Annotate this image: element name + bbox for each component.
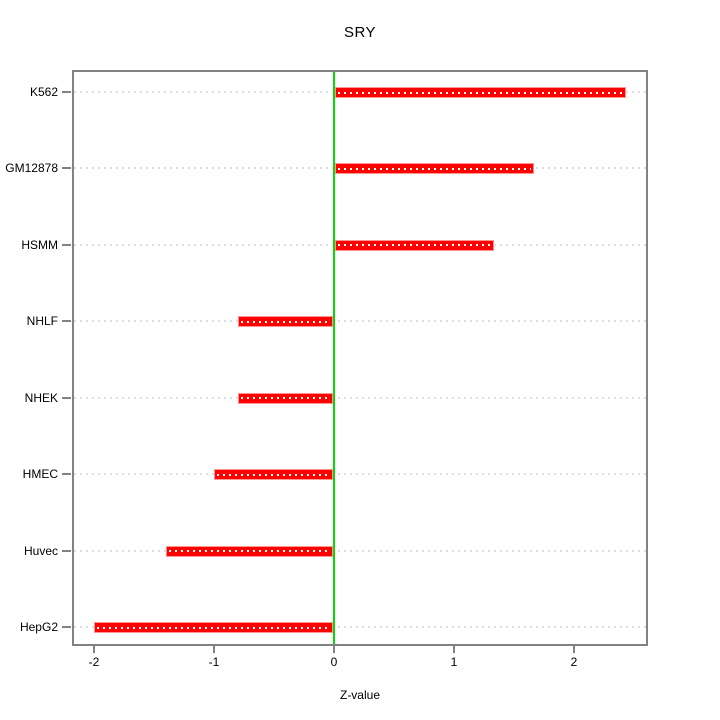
x-axis-tick xyxy=(213,646,215,653)
x-axis-label-1: 1 xyxy=(450,655,458,669)
x-axis-label--1: -1 xyxy=(208,655,220,669)
y-axis-tick xyxy=(62,549,71,552)
y-axis-tick xyxy=(62,396,71,399)
bar-hepg2 xyxy=(94,622,333,633)
bar-nhek xyxy=(238,392,333,404)
y-axis-label-gm12878: GM12878 xyxy=(5,161,58,176)
plot-area xyxy=(72,70,648,646)
y-axis-label-hsmm: HSMM xyxy=(21,237,58,252)
bar-center-dots xyxy=(217,473,330,476)
bar-center-dots xyxy=(169,550,330,553)
bar-center-dots xyxy=(241,397,330,400)
bar-gm12878 xyxy=(335,163,535,175)
y-axis-tick xyxy=(62,626,71,628)
bar-hsmm xyxy=(335,239,494,251)
y-axis-tick xyxy=(62,243,71,246)
bar-nhlf xyxy=(238,316,333,328)
y-axis-label-hmec: HMEC xyxy=(22,467,58,482)
x-axis-label-2: 2 xyxy=(570,655,578,669)
y-axis-tick xyxy=(62,320,71,323)
bar-center-dots xyxy=(97,626,330,629)
gridline xyxy=(74,396,646,399)
y-axis-label-hepg2: HepG2 xyxy=(19,620,58,634)
gridline xyxy=(74,473,646,476)
y-axis-tick xyxy=(62,473,71,476)
bar-center-dots xyxy=(338,167,532,170)
y-axis-label-nhlf: NHLF xyxy=(26,314,58,329)
bar-center-dots xyxy=(338,244,491,247)
bar-center-dots xyxy=(338,91,623,94)
gridline xyxy=(74,626,646,628)
y-axis-tick xyxy=(62,167,71,170)
x-axis-title: Z-value xyxy=(339,688,380,702)
gridline xyxy=(74,549,646,552)
bar-hmec xyxy=(214,469,333,481)
bar-center-dots xyxy=(241,320,330,323)
x-axis-tick xyxy=(93,646,95,653)
x-axis-tick xyxy=(453,646,455,653)
y-axis-label-k562: K562 xyxy=(29,85,58,99)
x-axis-label--2: -2 xyxy=(88,655,100,669)
zero-reference-line xyxy=(333,72,335,644)
x-axis-tick xyxy=(333,646,335,653)
chart-title: SRY xyxy=(343,24,377,41)
x-axis-tick xyxy=(573,646,575,653)
y-axis-tick xyxy=(62,91,71,93)
bar-k562 xyxy=(335,87,626,98)
bar-huvec xyxy=(166,545,333,557)
gridline xyxy=(74,320,646,323)
y-axis-label-nhek: NHEK xyxy=(24,390,58,405)
y-axis-label-huvec: Huvec xyxy=(23,543,58,558)
x-axis-label-0: 0 xyxy=(330,655,338,669)
